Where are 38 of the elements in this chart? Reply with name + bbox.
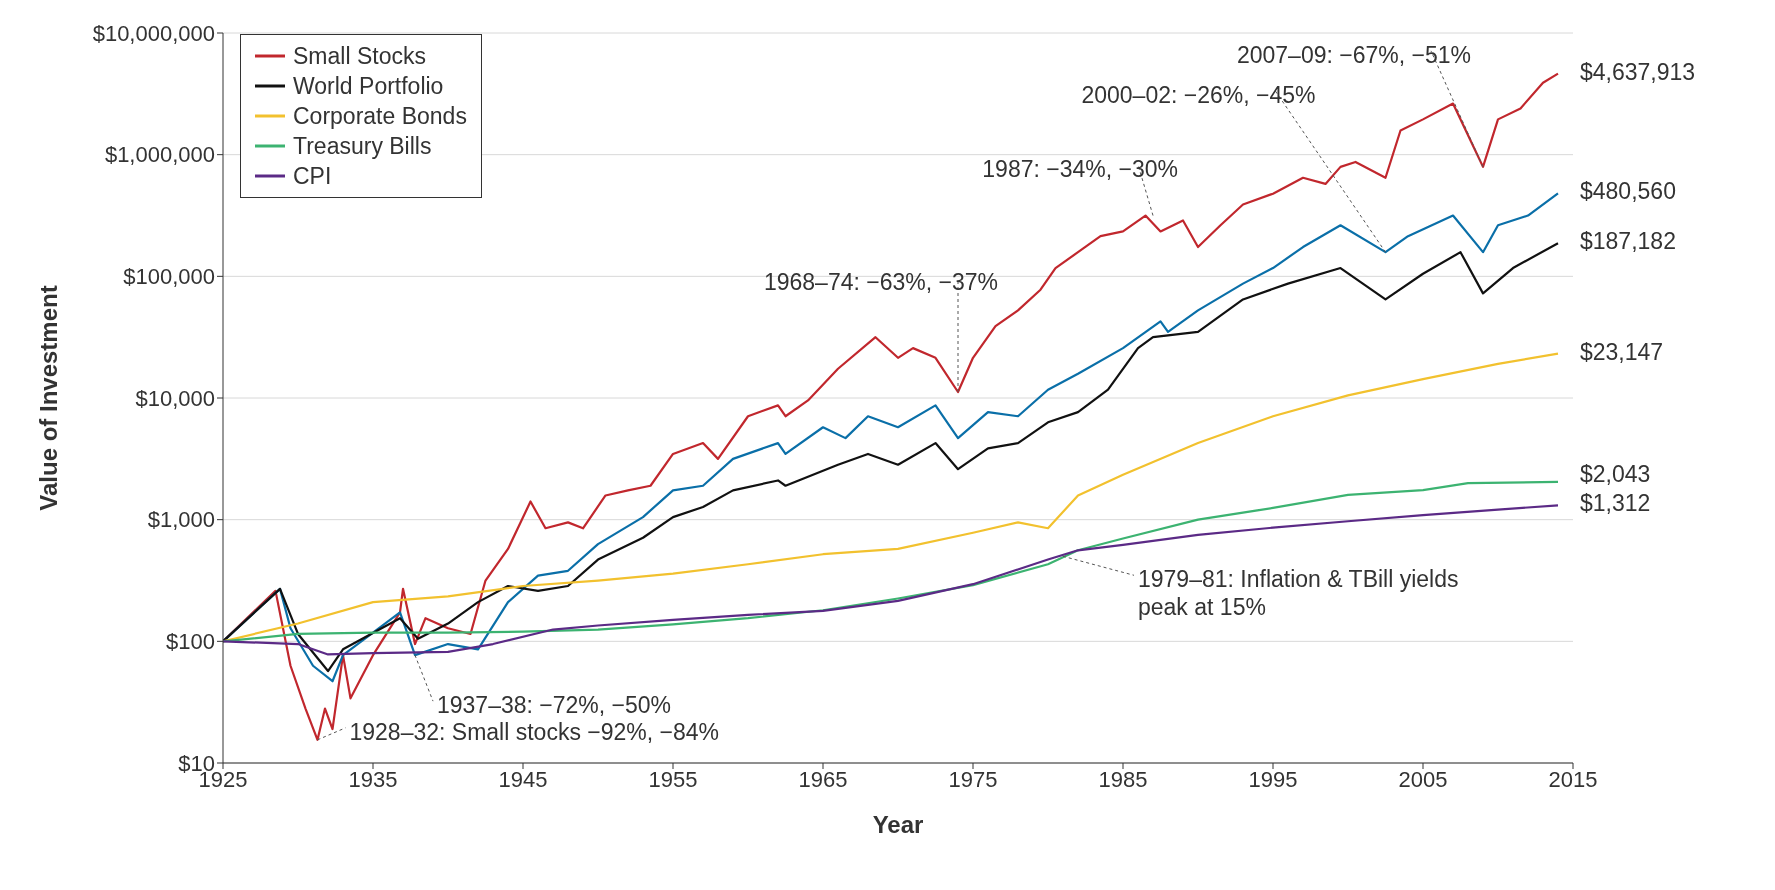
x-tick-label: 1955	[648, 766, 698, 792]
y-tick-label: $1,000	[147, 507, 215, 533]
annotation: 1968–74: −63%, −37%	[763, 269, 998, 296]
y-tick-label: $1,000,000	[104, 142, 215, 168]
line-series	[223, 504, 1560, 656]
annotation: $480,560	[1580, 178, 1676, 205]
x-axis-title: Year	[872, 811, 924, 838]
x-tick-label: 1945	[498, 766, 548, 792]
legend-label: CPI	[293, 162, 332, 191]
y-tick-label: $100	[166, 629, 215, 655]
annotation: 1979–81: Inflation & TBill yields peak at 15%	[1138, 566, 1459, 621]
x-tick-label: 1995	[1248, 766, 1298, 792]
line-series	[223, 72, 1560, 741]
line-series	[223, 352, 1560, 643]
annotation: 1937–38: −72%, −50%	[437, 692, 672, 719]
y-tick-label: $10,000,000	[92, 20, 215, 46]
y-tick-label: $10,000	[135, 385, 215, 411]
legend-label: World Portfolio	[293, 72, 444, 101]
x-tick-label: 1975	[948, 766, 998, 792]
y-tick-label: $100,000	[123, 264, 215, 290]
annotation: 2000–02: −26%, −45%	[1081, 82, 1316, 109]
x-tick-label: 1935	[348, 766, 398, 792]
annotation: 1987: −34%, −30%	[982, 155, 1178, 182]
legend-label: Small Stocks	[293, 42, 426, 71]
annotation: $187,182	[1580, 228, 1676, 255]
annotation: $2,043	[1580, 461, 1651, 487]
legend-label: Corporate Bonds	[293, 102, 467, 131]
y-axis-title: Value of Investment	[34, 285, 62, 511]
legend-label: Treasury Bills	[293, 132, 432, 161]
annotation: 2007–09: −67%, −51%	[1236, 41, 1471, 68]
x-tick-label: 2005	[1398, 766, 1448, 792]
x-tick-label: 1965	[798, 766, 848, 792]
annotation: $23,147	[1580, 338, 1664, 365]
annotation: $4,637,913	[1580, 58, 1696, 85]
x-tick-label: 1985	[1098, 766, 1148, 792]
annotation: 1928–32: Small stocks −92%, −84%	[349, 718, 720, 745]
x-tick-label: 2015	[1548, 766, 1598, 792]
annotation: $1,312	[1580, 490, 1651, 517]
